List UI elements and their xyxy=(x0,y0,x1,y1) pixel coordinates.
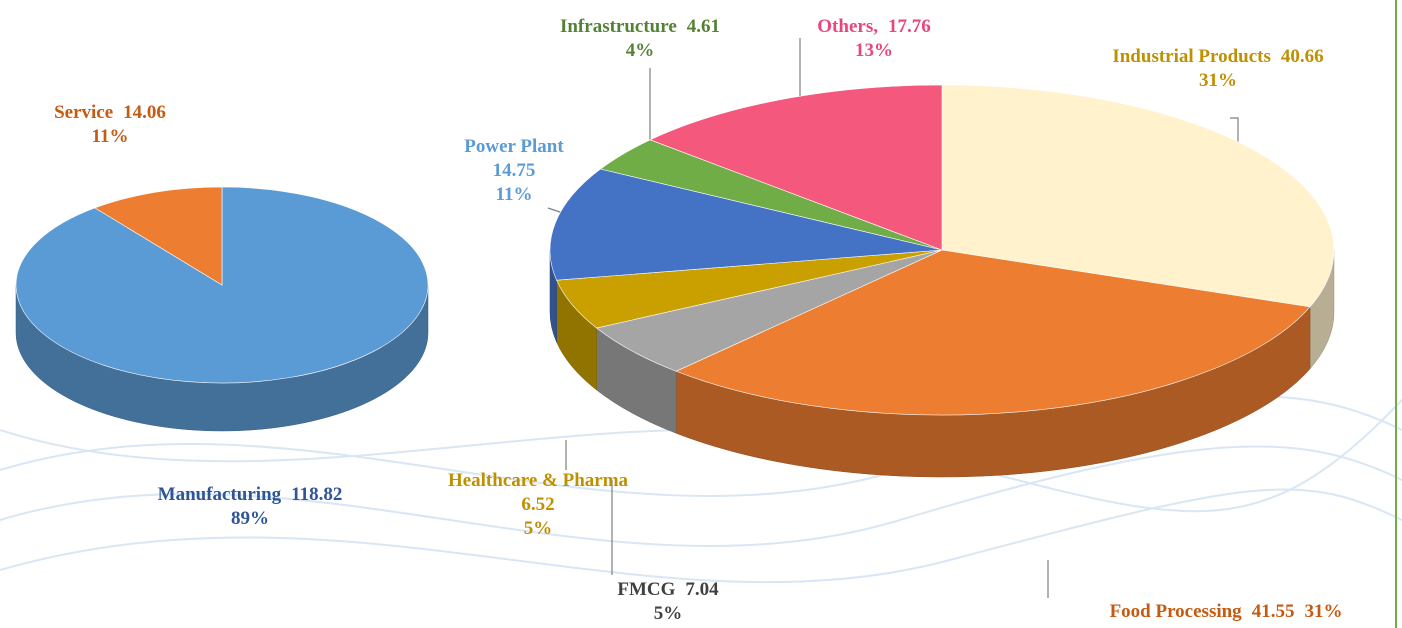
label-part: 5% xyxy=(654,603,683,624)
label-part: Healthcare & Pharma xyxy=(448,470,629,491)
slice-label: Industrial Products 40.66 31% xyxy=(1112,46,1323,91)
label-part: 11% xyxy=(496,184,533,205)
slice-label: Manufacturing 118.82 89% xyxy=(158,484,343,529)
label-part: 5% xyxy=(524,518,553,539)
label-part: Industrial Products xyxy=(1112,46,1271,67)
label-part: Power Plant xyxy=(464,136,564,157)
slice xyxy=(941,84,1335,308)
label-part: 6.52 xyxy=(521,494,554,515)
slice xyxy=(675,249,1311,416)
slice-label: Food Processing 41.55 31% xyxy=(1110,601,1343,622)
label-part: Manufacturing xyxy=(158,484,282,505)
label-part: 14.75 xyxy=(493,160,536,181)
label-part: 4.61 xyxy=(687,16,720,37)
label-part: 118.82 xyxy=(291,484,342,505)
label-part: 7.04 xyxy=(685,579,719,600)
slice-label: Others, 17.76 13% xyxy=(817,16,930,61)
label-part: FMCG xyxy=(617,579,675,600)
pie-labels: Manufacturing 118.82 89% Service 14.06 11% xyxy=(54,102,342,529)
label-part: 14.06 xyxy=(123,102,166,123)
slice xyxy=(649,84,943,251)
pie-labels: Industrial Products 40.66 31%Food Processi… xyxy=(448,16,1342,624)
leader-lines xyxy=(547,38,1239,598)
pie-tops xyxy=(15,186,429,384)
label-part: Others, xyxy=(817,16,878,37)
pie-sides xyxy=(549,249,1335,478)
label-part: 89% xyxy=(231,508,269,529)
label-part: 31% xyxy=(1199,70,1237,91)
slice-label: Infrastructure 4.61 4% xyxy=(560,16,720,61)
slice-label: Power Plant 14.75 11% xyxy=(464,136,564,205)
label-part: 40.66 xyxy=(1281,46,1324,67)
slice-label: Service 14.06 11% xyxy=(54,102,166,147)
label-part: Infrastructure xyxy=(560,16,677,37)
slice-label: FMCG 7.04 5% xyxy=(617,579,719,624)
label-part: 17.76 xyxy=(888,16,931,37)
label-part: 31% xyxy=(1304,601,1342,622)
label-part: 13% xyxy=(855,40,893,61)
slice xyxy=(94,186,223,286)
label-part: Service xyxy=(54,102,113,123)
slice-label: Healthcare & Pharma 6.52 5% xyxy=(448,470,629,539)
pie-tops xyxy=(549,84,1335,416)
label-part: 11% xyxy=(92,126,129,147)
label-part: 41.55 xyxy=(1252,601,1295,622)
label-part: 4% xyxy=(626,40,655,61)
label-part: Food Processing xyxy=(1110,601,1243,622)
slice xyxy=(549,168,943,281)
